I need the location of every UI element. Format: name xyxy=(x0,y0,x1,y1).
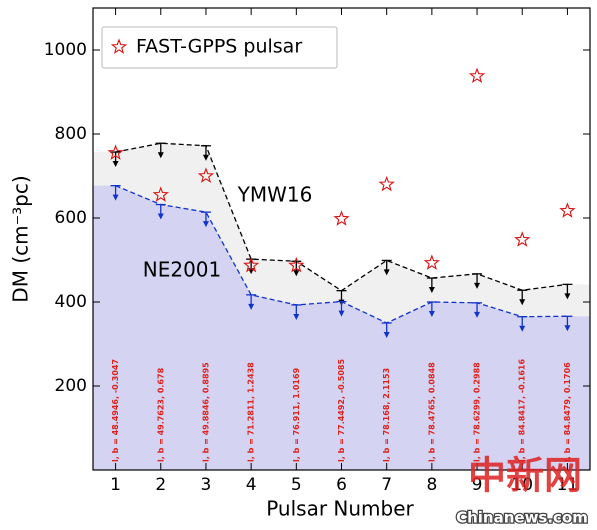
upper-limit-arrow xyxy=(517,316,528,332)
legend-box xyxy=(101,26,338,69)
upper-limit-arrow xyxy=(155,142,166,159)
coord-label: l, b = 77.4492, -0.5085 xyxy=(337,359,346,462)
x-tick-label: 11 xyxy=(557,475,579,495)
annotation-ne2001: NE2001 xyxy=(143,258,222,282)
upper-limit-arrow xyxy=(110,151,121,168)
coord-label: l, b = 78.6299, 0.2988 xyxy=(473,362,482,462)
head xyxy=(428,311,435,317)
x-tick-label: 7 xyxy=(381,475,392,495)
y-axis-label: DM (cm⁻³pc) xyxy=(9,175,33,302)
legend-label: FAST-GPPS pulsar xyxy=(136,36,302,58)
watermark: 中新网 xyxy=(468,454,582,498)
x-tick-label: 1 xyxy=(110,475,121,495)
head xyxy=(474,311,481,318)
star-marker xyxy=(152,186,169,202)
upper-limit-arrow xyxy=(426,277,437,294)
head xyxy=(519,325,526,332)
head xyxy=(202,154,209,161)
upper-limit-arrow xyxy=(562,283,573,300)
head xyxy=(157,152,164,159)
star-marker xyxy=(423,254,441,270)
x-tick-label: 10 xyxy=(511,475,533,495)
x-tick-label: 4 xyxy=(246,475,257,495)
coord-label: l, b = 78.168, 2.1153 xyxy=(382,368,391,462)
head xyxy=(428,287,435,294)
head xyxy=(112,194,119,201)
upper-limit-arrow xyxy=(110,185,121,201)
coord-label: l, b = 71.2811, 1.2438 xyxy=(247,362,256,462)
upper-limit-arrow xyxy=(291,304,302,320)
star-marker xyxy=(333,210,350,226)
star-marker xyxy=(242,256,260,273)
x-tick-label: 5 xyxy=(291,475,302,495)
coord-label: l, b = 49.8846, 0.8895 xyxy=(201,362,210,462)
coord-label: l, b = 49.7623, 0.678 xyxy=(156,367,165,462)
x-tick-label: 9 xyxy=(472,475,483,495)
upper-limit-arrow xyxy=(200,145,211,161)
upper-limit-arrow xyxy=(472,273,483,289)
head xyxy=(564,325,571,332)
watermark: Chinanews.com xyxy=(456,509,588,527)
head xyxy=(248,303,255,310)
x-tick-label: 3 xyxy=(201,475,212,495)
upper-limit-arrow xyxy=(381,259,392,276)
coord-label: l, b = 84.8417, -0.1616 xyxy=(518,359,527,462)
upper-limit-arrow xyxy=(562,315,573,332)
upper-limit-arrow xyxy=(246,294,257,310)
y-tick-label: 600 xyxy=(55,208,87,228)
star-marker xyxy=(288,256,305,273)
upper-limit-arrow xyxy=(381,322,392,338)
x-tick-label: 6 xyxy=(336,475,347,495)
star-marker xyxy=(197,167,215,183)
x-tick-label: 2 xyxy=(155,475,166,495)
upper-limit-arrow xyxy=(336,300,347,317)
x-tick-label: 8 xyxy=(426,475,437,495)
y-tick-label: 400 xyxy=(55,292,87,312)
coord-label: l, b = 78.4765, 0.0848 xyxy=(427,362,436,462)
head xyxy=(338,310,345,317)
coord-label: l, b = 84.8479, 0.1706 xyxy=(563,362,572,462)
y-tick-label: 800 xyxy=(55,124,87,144)
star-marker xyxy=(378,175,395,192)
upper-limit-arrow xyxy=(426,301,437,317)
annotation-ymw16: YMW16 xyxy=(237,183,313,207)
upper-limit-arrow xyxy=(517,289,528,306)
upper-limit-arrow xyxy=(200,211,211,228)
coord-label: l, b = 48.4946, -0.3047 xyxy=(111,359,120,462)
head xyxy=(293,313,300,320)
head xyxy=(383,269,390,276)
legend-star xyxy=(110,38,128,54)
upper-limit-arrow xyxy=(472,302,483,318)
y-tick-label: 1000 xyxy=(44,40,87,60)
area-ne2001 xyxy=(93,185,590,470)
area-ymw16 xyxy=(93,143,590,323)
head xyxy=(112,161,119,168)
star-marker xyxy=(107,144,124,160)
star-marker xyxy=(468,67,486,83)
head xyxy=(202,221,209,228)
x-axis-label: Pulsar Number xyxy=(266,497,414,521)
coord-label: l, b = 76.911, 1.0169 xyxy=(292,367,301,462)
star-marker xyxy=(514,231,531,247)
head xyxy=(157,213,164,220)
head xyxy=(519,299,526,306)
head xyxy=(293,270,300,277)
head xyxy=(383,332,390,338)
upper-limit-arrow xyxy=(155,203,166,220)
upper-limit-arrow xyxy=(291,260,302,277)
head xyxy=(474,282,481,289)
star-marker xyxy=(559,202,576,218)
y-tick-label: 200 xyxy=(55,376,87,396)
head xyxy=(564,293,571,300)
